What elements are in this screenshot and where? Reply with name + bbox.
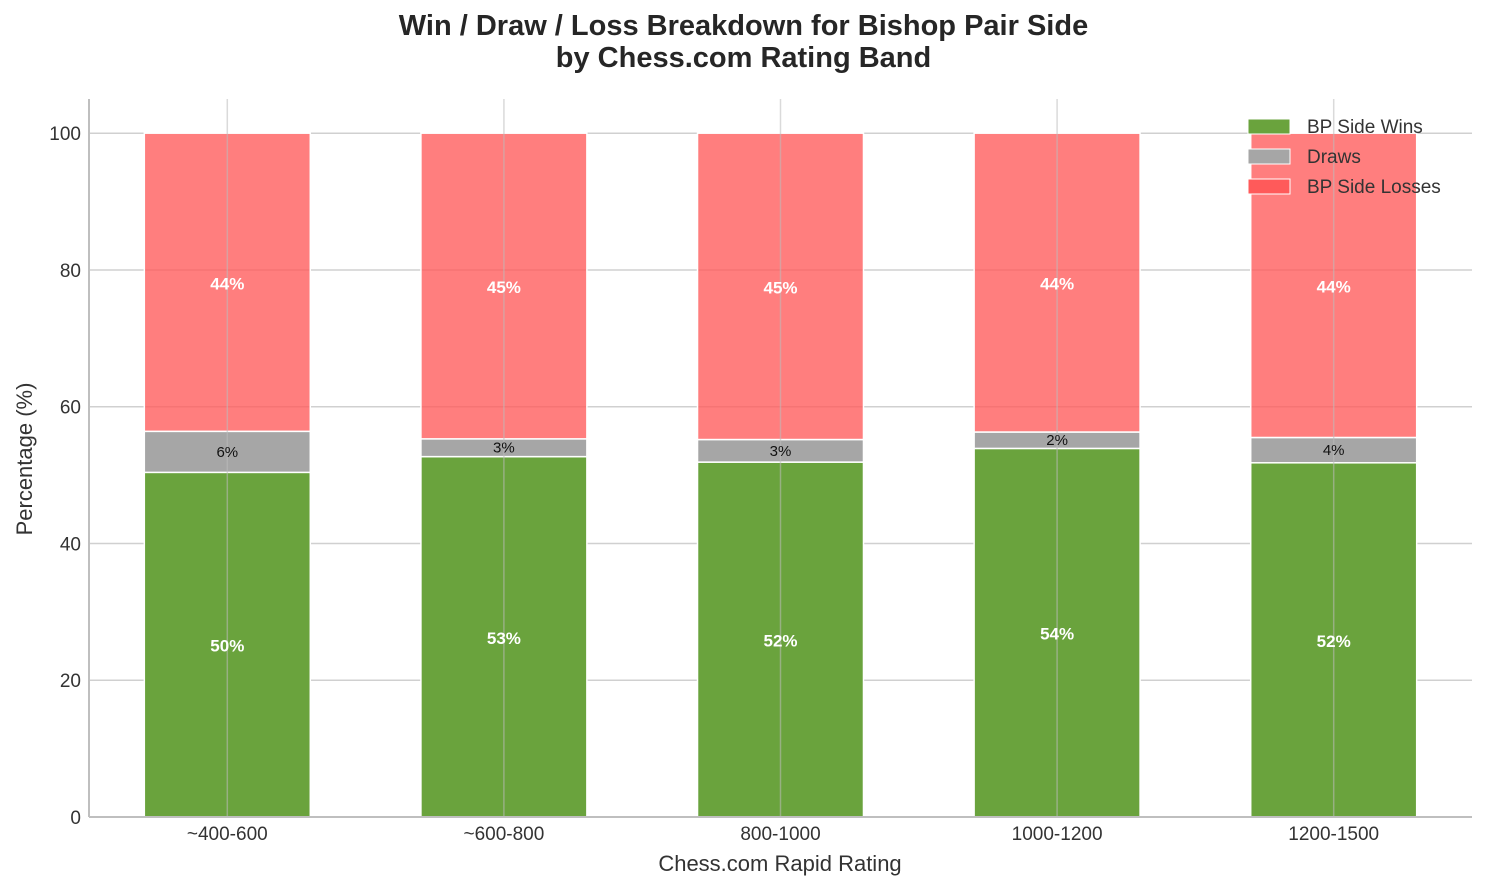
bar-value-label: 50%	[210, 637, 244, 656]
y-axis-label: Percentage (%)	[12, 383, 37, 536]
y-tick-label: 100	[49, 124, 81, 145]
bar-value-label: 44%	[1317, 277, 1351, 296]
x-axis-label: Chess.com Rapid Rating	[658, 851, 901, 876]
chart-title-line-1: Win / Draw / Loss Breakdown for Bishop P…	[398, 10, 1089, 42]
legend-label-draws: Draws	[1307, 147, 1361, 168]
bar-value-label: 2%	[1046, 432, 1068, 449]
bar-value-label: 3%	[493, 440, 515, 457]
bar-value-label: 53%	[487, 629, 521, 648]
bar-labels-layer: 50% 6% 44% 53% 3% 45% 52% 3% 45% 54% 2% 44% 52% 4% 44%	[210, 274, 1350, 655]
legend-label-losses: BP Side Losses	[1307, 177, 1441, 198]
bar-value-label: 45%	[763, 278, 797, 297]
y-tick-label: 40	[60, 534, 81, 555]
chart-title-line-2: by Chess.com Rating Band	[555, 42, 932, 74]
vertical-grid-layer	[226, 99, 1335, 817]
legend: BP Side Wins Draws BP Side Losses	[1247, 117, 1441, 198]
bar-value-label: 4%	[1323, 442, 1345, 459]
x-tick-label: 1200-1500	[1288, 824, 1379, 845]
y-tick-label: 20	[60, 671, 81, 692]
bar-value-label: 44%	[1040, 275, 1074, 294]
bar-value-label: 54%	[1040, 625, 1074, 644]
y-tick-label: 60	[60, 398, 81, 419]
legend-label-wins: BP Side Wins	[1307, 117, 1423, 138]
x-tick-label: ~400-600	[187, 824, 268, 845]
x-tick-label: 800-1000	[740, 824, 820, 845]
legend-swatch-losses	[1247, 178, 1291, 195]
x-tick-label: 1000-1200	[1012, 824, 1103, 845]
bar-value-label: 6%	[216, 444, 238, 461]
axes-layer: 0 20 40 60 80 100 ~400-600 ~600-800 800-1000 1000…	[49, 99, 1472, 845]
bar-value-label: 52%	[763, 632, 797, 651]
legend-swatch-draws	[1247, 148, 1291, 165]
y-tick-label: 80	[60, 261, 81, 282]
bar-value-label: 45%	[487, 278, 521, 297]
bar-value-label: 44%	[210, 274, 244, 293]
chart-title: Win / Draw / Loss Breakdown for Bishop P…	[0, 10, 1487, 74]
y-tick-label: 0	[70, 808, 81, 829]
x-tick-label: ~600-800	[463, 824, 544, 845]
bar-value-label: 3%	[770, 443, 792, 460]
legend-swatch-wins	[1247, 118, 1291, 135]
bar-value-label: 52%	[1317, 632, 1351, 651]
